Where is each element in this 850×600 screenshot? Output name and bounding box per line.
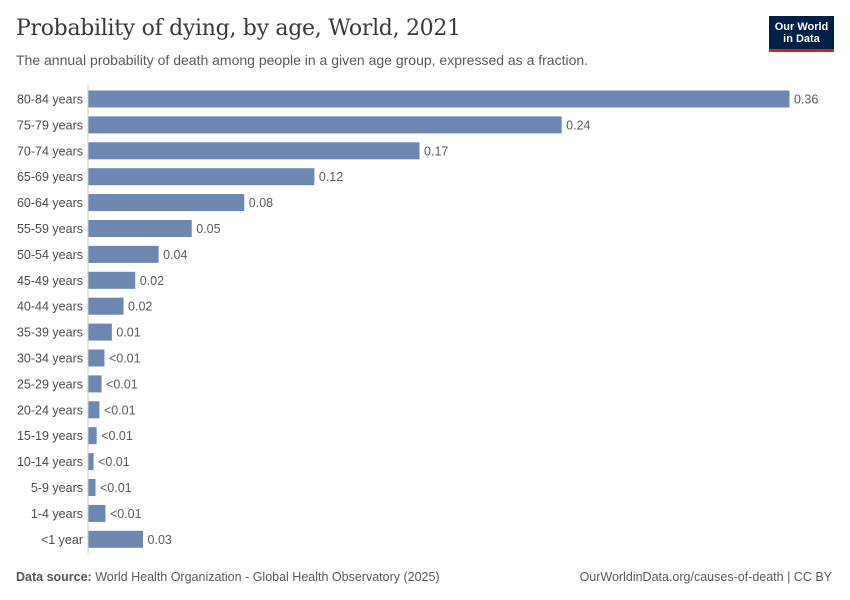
value-label: <0.01 [101,429,133,443]
value-label: 0.24 [566,118,590,132]
chart-subtitle: The annual probability of death among pe… [16,52,589,68]
value-label: <0.01 [110,507,142,521]
value-label: 0.03 [148,533,172,547]
value-label: <0.01 [98,455,130,469]
category-label: <1 year [41,533,83,547]
value-label: <0.01 [109,352,141,366]
bar[interactable] [88,90,790,108]
bar[interactable] [88,427,97,445]
source-label: Data source: [16,570,92,584]
category-label: 20-24 years [17,403,83,417]
logo-text: Our World in Data [774,21,829,45]
bar[interactable] [88,479,96,496]
value-label: 0.36 [794,93,818,107]
bar[interactable] [88,194,245,212]
category-label: 80-84 years [17,93,83,107]
category-label: 35-39 years [17,326,83,340]
category-label: 75-79 years [17,118,83,132]
bar[interactable] [88,530,144,548]
bar[interactable] [88,453,94,471]
category-label: 10-14 years [17,455,83,469]
category-label: 70-74 years [17,144,83,158]
bar[interactable] [88,168,315,186]
data-source: Data source: World Health Organization -… [16,570,440,584]
bar[interactable] [88,245,159,263]
value-label: 0.08 [249,196,273,210]
bar[interactable] [88,116,562,134]
attribution[interactable]: OurWorldinData.org/causes-of-death | CC … [579,570,832,584]
category-label: 55-59 years [17,222,83,236]
bar[interactable] [88,504,106,522]
category-label: 60-64 years [17,196,83,210]
value-label: 0.02 [140,274,164,288]
bar[interactable] [88,375,102,393]
bar[interactable] [88,142,420,160]
bar[interactable] [88,271,136,289]
category-label: 50-54 years [17,248,83,262]
category-label: 65-69 years [17,170,83,184]
value-label: 0.17 [424,144,448,158]
value-label: 0.02 [128,300,152,314]
value-label: <0.01 [106,377,138,391]
value-label: <0.01 [104,403,136,417]
chart-title: Probability of dying, by age, World, 202… [16,16,461,41]
value-label: 0.05 [196,222,220,236]
source-text[interactable]: World Health Organization - Global Healt… [95,570,440,584]
bar[interactable] [88,220,192,237]
category-label: 5-9 years [31,481,83,495]
value-label: <0.01 [100,481,132,495]
category-label: 45-49 years [17,274,83,288]
category-label: 15-19 years [17,429,83,443]
value-label: 0.12 [319,170,343,184]
category-label: 25-29 years [17,377,83,391]
value-label: 0.01 [116,326,140,340]
bar[interactable] [88,349,105,367]
owid-logo[interactable]: Our World in Data [769,16,834,52]
bar[interactable] [88,297,124,315]
category-label: 40-44 years [17,300,83,314]
category-label: 30-34 years [17,352,83,366]
bar[interactable] [88,401,100,419]
bar[interactable] [88,323,112,341]
category-label: 1-4 years [31,507,83,521]
value-label: 0.04 [163,248,187,262]
